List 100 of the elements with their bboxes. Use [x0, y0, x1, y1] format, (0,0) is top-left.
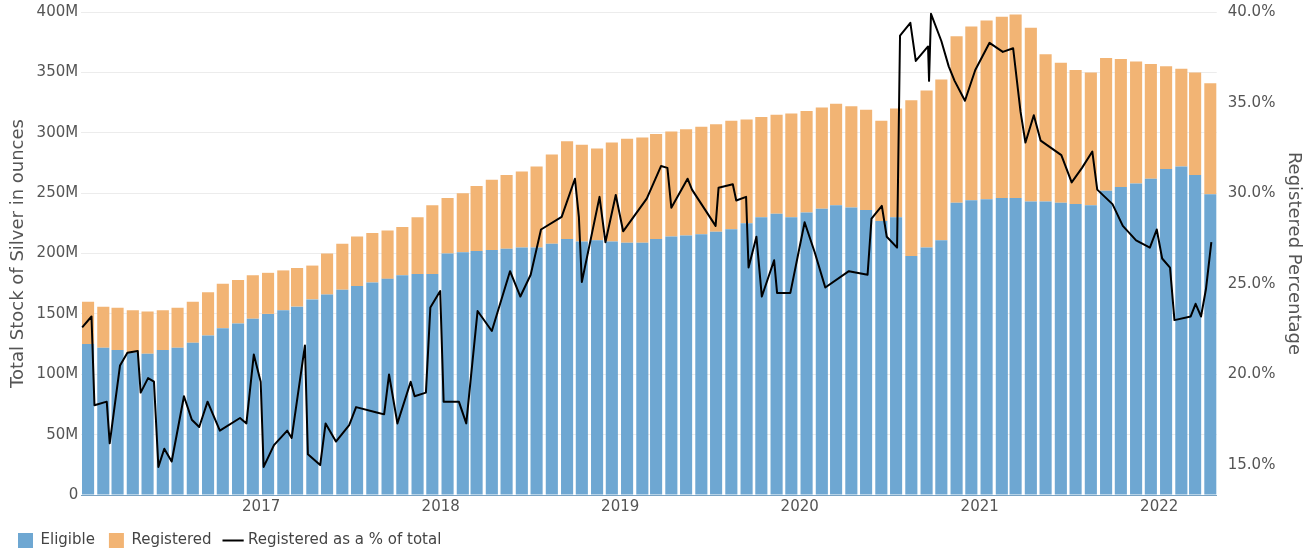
bar: [755, 117, 768, 218]
bar: [740, 119, 753, 224]
bar: [680, 129, 693, 236]
bar: [1204, 194, 1217, 495]
bar: [232, 280, 245, 324]
bar: [1024, 27, 1037, 202]
bar: [1024, 201, 1037, 495]
bar: [995, 197, 1008, 495]
y2-axis-title: Registered Percentage: [1284, 151, 1306, 356]
bar: [980, 20, 993, 200]
bar: [935, 79, 948, 241]
bar: [485, 179, 498, 250]
bar: [605, 142, 618, 242]
y-tick-label: 250M: [36, 183, 79, 202]
bar: [82, 344, 95, 495]
bar: [470, 185, 483, 252]
bar: [830, 103, 843, 206]
bar: [111, 307, 124, 351]
y2-tick-label: 20.0%: [1227, 364, 1276, 383]
bar: [515, 171, 528, 248]
bar: [785, 113, 798, 218]
bar: [246, 318, 259, 495]
bar: [1084, 205, 1097, 495]
bar: [500, 175, 513, 249]
bar: [950, 36, 963, 203]
bar: [1039, 54, 1052, 202]
bar: [575, 241, 588, 495]
bar: [500, 248, 513, 495]
bar: [411, 217, 424, 275]
bar: [321, 294, 334, 495]
bar: [1130, 183, 1143, 495]
bar: [905, 100, 918, 256]
bar: [456, 193, 469, 253]
y2-tick-label: 40.0%: [1227, 1, 1276, 20]
x-tick-label: 2021: [960, 496, 999, 515]
bar: [665, 131, 678, 237]
legend-label: Eligible: [40, 530, 95, 549]
bar: [561, 141, 574, 240]
bar: [396, 275, 409, 495]
bar: [232, 323, 245, 495]
bar: [156, 310, 169, 351]
bar: [680, 235, 693, 495]
bar: [216, 328, 229, 495]
bar: [202, 335, 215, 495]
y2-tick-label: 25.0%: [1227, 273, 1276, 292]
bar: [1009, 14, 1022, 198]
legend-label: Registered as a % of total: [248, 530, 442, 549]
bar: [845, 207, 858, 495]
bar: [246, 275, 259, 319]
bar: [815, 107, 828, 209]
bar: [545, 154, 558, 244]
bar: [725, 120, 738, 230]
bar: [306, 299, 319, 495]
bar: [186, 342, 199, 495]
bar: [1069, 203, 1082, 495]
bar: [591, 240, 604, 495]
bar: [845, 106, 858, 208]
bar: [530, 166, 543, 248]
x-tick-label: 2022: [1140, 496, 1179, 515]
bar: [1114, 59, 1127, 188]
bar: [561, 239, 574, 495]
bar: [366, 282, 379, 495]
bar: [650, 239, 663, 495]
bar: [262, 313, 275, 495]
y-tick-label: 50M: [46, 424, 79, 443]
y-tick-label: 100M: [36, 364, 79, 383]
bar: [1039, 201, 1052, 495]
bar: [770, 213, 783, 495]
y-tick-label: 150M: [36, 303, 79, 322]
bar: [800, 111, 813, 213]
bar: [441, 197, 454, 254]
bar: [920, 90, 933, 248]
bar: [277, 270, 290, 311]
bar: [216, 283, 229, 329]
bar: [860, 109, 873, 211]
bar: [710, 124, 723, 232]
bar: [262, 272, 275, 314]
bar: [1100, 190, 1113, 495]
bar: [277, 310, 290, 495]
y2-tick-label: 30.0%: [1227, 183, 1276, 202]
bar: [1175, 68, 1188, 167]
y-tick-label: 350M: [36, 62, 79, 81]
bar: [890, 217, 903, 495]
bar: [950, 202, 963, 495]
bar: [336, 289, 349, 495]
y-axis-title: Total Stock of Silver in ounces: [6, 119, 28, 389]
y-tick-label: 0: [68, 484, 79, 503]
bar: [171, 307, 184, 348]
bar: [366, 232, 379, 283]
bar: [725, 229, 738, 495]
bar: [291, 267, 304, 307]
bar: [1204, 83, 1217, 195]
bar: [695, 126, 708, 235]
bar: [156, 350, 169, 495]
bar: [515, 247, 528, 495]
legend-label: Registered: [131, 530, 212, 549]
y2-tick-label: 15.0%: [1227, 454, 1276, 473]
bar: [636, 242, 649, 495]
bar: [770, 114, 783, 214]
bar: [1144, 178, 1157, 495]
